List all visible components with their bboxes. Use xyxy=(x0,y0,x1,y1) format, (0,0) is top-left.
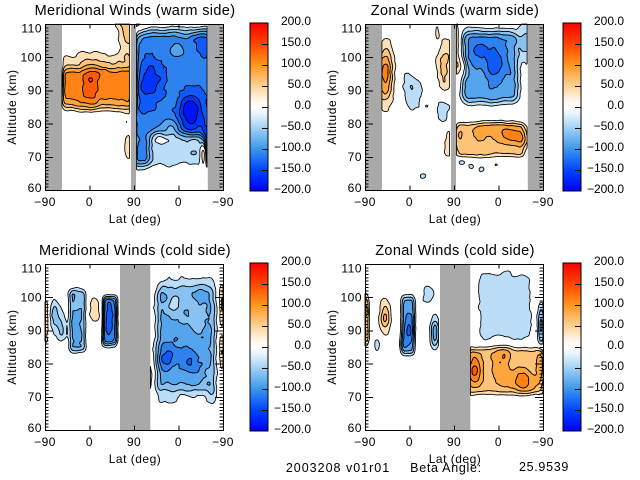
svg-text:0.0: 0.0 xyxy=(607,98,624,112)
svg-text:110: 110 xyxy=(341,21,362,35)
svg-text:60: 60 xyxy=(348,421,362,435)
svg-text:90: 90 xyxy=(127,195,141,209)
svg-text:70: 70 xyxy=(348,390,362,404)
svg-text:−90: −90 xyxy=(212,435,234,449)
svg-text:−200.0: −200.0 xyxy=(587,182,624,196)
svg-text:−100.0: −100.0 xyxy=(274,140,311,154)
svg-text:100.0: 100.0 xyxy=(594,56,624,70)
svg-text:0: 0 xyxy=(86,435,93,449)
svg-text:−90: −90 xyxy=(34,435,56,449)
svg-text:0.0: 0.0 xyxy=(294,338,311,352)
svg-text:80: 80 xyxy=(28,357,42,371)
svg-text:−50.0: −50.0 xyxy=(281,359,312,373)
svg-text:−50.0: −50.0 xyxy=(594,359,625,373)
svg-text:−100.0: −100.0 xyxy=(274,380,311,394)
svg-text:Altitude (km): Altitude (km) xyxy=(325,309,339,384)
svg-text:200.0: 200.0 xyxy=(594,254,624,268)
svg-text:110: 110 xyxy=(21,261,42,275)
svg-text:Lat (deg): Lat (deg) xyxy=(429,212,482,226)
svg-text:200.0: 200.0 xyxy=(594,14,624,28)
svg-text:0: 0 xyxy=(175,435,182,449)
svg-text:−100.0: −100.0 xyxy=(587,140,624,154)
svg-text:110: 110 xyxy=(21,21,42,35)
svg-text:Lat (deg): Lat (deg) xyxy=(109,452,162,466)
svg-text:2003208 v01r01: 2003208 v01r01 xyxy=(286,461,390,475)
svg-text:90: 90 xyxy=(127,435,141,449)
svg-text:−90: −90 xyxy=(212,195,234,209)
svg-text:−100.0: −100.0 xyxy=(587,380,624,394)
svg-text:−90: −90 xyxy=(354,195,376,209)
svg-text:−90: −90 xyxy=(34,195,56,209)
svg-text:Altitude (km): Altitude (km) xyxy=(5,309,19,384)
svg-text:90: 90 xyxy=(348,84,362,98)
svg-text:−200.0: −200.0 xyxy=(274,182,311,196)
svg-text:60: 60 xyxy=(348,181,362,195)
svg-text:70: 70 xyxy=(348,150,362,164)
svg-text:−50.0: −50.0 xyxy=(594,119,625,133)
svg-text:90: 90 xyxy=(447,195,461,209)
svg-text:100: 100 xyxy=(20,51,42,65)
svg-text:−200.0: −200.0 xyxy=(587,422,624,436)
svg-text:25.9539: 25.9539 xyxy=(519,460,569,474)
svg-text:Zonal Winds (cold side): Zonal Winds (cold side) xyxy=(375,243,535,259)
svg-text:Beta Angle:: Beta Angle: xyxy=(410,461,482,475)
svg-text:Meridional Winds (cold side): Meridional Winds (cold side) xyxy=(39,243,231,259)
svg-text:−90: −90 xyxy=(354,435,376,449)
svg-text:0.0: 0.0 xyxy=(607,338,624,352)
svg-text:−90: −90 xyxy=(532,195,554,209)
svg-text:90: 90 xyxy=(447,435,461,449)
svg-text:50.0: 50.0 xyxy=(288,77,312,91)
svg-text:150.0: 150.0 xyxy=(281,35,311,49)
svg-text:−200.0: −200.0 xyxy=(274,422,311,436)
svg-text:70: 70 xyxy=(28,150,42,164)
svg-text:Lat (deg): Lat (deg) xyxy=(109,212,162,226)
svg-text:150.0: 150.0 xyxy=(281,275,311,289)
svg-text:100: 100 xyxy=(20,291,42,305)
svg-text:50.0: 50.0 xyxy=(601,77,625,91)
svg-text:Zonal Winds (warm side): Zonal Winds (warm side) xyxy=(371,3,539,19)
svg-text:Altitude (km): Altitude (km) xyxy=(5,69,19,144)
svg-text:90: 90 xyxy=(348,324,362,338)
svg-text:100.0: 100.0 xyxy=(281,56,311,70)
svg-text:100.0: 100.0 xyxy=(594,296,624,310)
svg-text:−150.0: −150.0 xyxy=(587,401,624,415)
svg-text:90: 90 xyxy=(28,84,42,98)
svg-text:50.0: 50.0 xyxy=(288,317,312,331)
svg-text:Lat (deg): Lat (deg) xyxy=(429,452,482,466)
svg-text:50.0: 50.0 xyxy=(601,317,625,331)
svg-text:−150.0: −150.0 xyxy=(587,161,624,175)
svg-text:0: 0 xyxy=(406,435,413,449)
svg-text:80: 80 xyxy=(28,117,42,131)
svg-text:60: 60 xyxy=(28,421,42,435)
svg-text:60: 60 xyxy=(28,181,42,195)
svg-text:0: 0 xyxy=(406,195,413,209)
svg-text:90: 90 xyxy=(28,324,42,338)
svg-text:−50.0: −50.0 xyxy=(281,119,312,133)
svg-text:0: 0 xyxy=(495,195,502,209)
svg-text:150.0: 150.0 xyxy=(594,275,624,289)
svg-text:Meridional Winds (warm side): Meridional Winds (warm side) xyxy=(35,3,236,19)
svg-text:−150.0: −150.0 xyxy=(274,161,311,175)
svg-text:−90: −90 xyxy=(532,435,554,449)
svg-text:200.0: 200.0 xyxy=(281,254,311,268)
svg-text:100.0: 100.0 xyxy=(281,296,311,310)
svg-text:80: 80 xyxy=(348,117,362,131)
svg-text:70: 70 xyxy=(28,390,42,404)
svg-text:150.0: 150.0 xyxy=(594,35,624,49)
svg-text:110: 110 xyxy=(341,261,362,275)
svg-text:0: 0 xyxy=(175,195,182,209)
svg-text:Altitude (km): Altitude (km) xyxy=(325,69,339,144)
svg-text:0: 0 xyxy=(86,195,93,209)
svg-text:0.0: 0.0 xyxy=(294,98,311,112)
svg-text:80: 80 xyxy=(348,357,362,371)
svg-text:0: 0 xyxy=(495,435,502,449)
svg-text:100: 100 xyxy=(340,291,362,305)
svg-text:−150.0: −150.0 xyxy=(274,401,311,415)
svg-text:100: 100 xyxy=(340,51,362,65)
svg-text:200.0: 200.0 xyxy=(281,14,311,28)
